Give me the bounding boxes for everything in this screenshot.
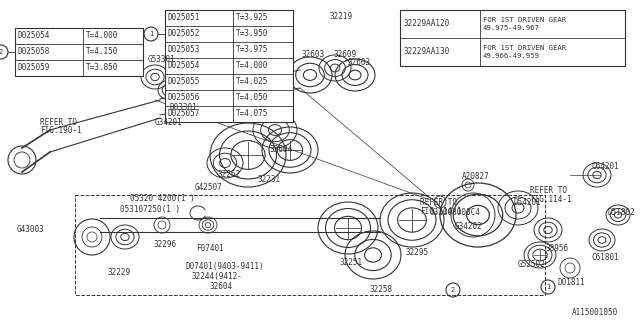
Text: G42507: G42507 [195,183,223,192]
Text: T=4.050: T=4.050 [236,93,268,102]
Text: G34201: G34201 [155,118,183,127]
Text: FIG.114-1: FIG.114-1 [530,195,572,204]
Text: 32231: 32231 [258,175,281,184]
Text: 32604: 32604 [210,282,233,291]
Text: 32229AA120: 32229AA120 [403,20,449,28]
Text: T=3.925: T=3.925 [236,13,268,22]
Text: T=3.850: T=3.850 [86,63,118,73]
Text: FOR 1ST DRIVEN GEAR
49.975-49.967: FOR 1ST DRIVEN GEAR 49.975-49.967 [483,17,566,31]
Text: 32219: 32219 [330,12,353,21]
Bar [400,10,625,66]
Text: D025053: D025053 [168,45,200,54]
Text: 38956: 38956 [545,244,568,253]
Text: D07401(9403-9411): D07401(9403-9411) [185,262,264,271]
Text: FIG.114-1: FIG.114-1 [420,207,461,216]
Text: T=4.150: T=4.150 [86,47,118,57]
Text: D025051: D025051 [168,13,200,22]
Text: D025054: D025054 [18,31,51,41]
Text: 32244(9412-: 32244(9412- [192,272,243,281]
Text: D54201: D54201 [514,198,541,207]
Text: 05320 4200(1 ): 05320 4200(1 ) [130,194,195,203]
Text: T=3.975: T=3.975 [236,45,268,54]
Text: D025058: D025058 [18,47,51,57]
Text: D01811: D01811 [558,278,586,287]
Text: 1: 1 [546,284,550,290]
Text: G52502: G52502 [518,260,546,269]
Text: T=4.000: T=4.000 [86,31,118,41]
Text: T=4.075: T=4.075 [236,109,268,118]
Text: 1: 1 [149,31,153,37]
Text: D025056: D025056 [168,93,200,102]
Text: 32229: 32229 [108,268,131,277]
Text: 32609: 32609 [333,50,356,59]
Bar [165,10,293,122]
Text: REFER TO: REFER TO [420,198,457,207]
Text: D025059: D025059 [18,63,51,73]
Text: REFER TO: REFER TO [40,118,77,127]
Text: 32229AA130: 32229AA130 [403,47,449,57]
Text: T=4.025: T=4.025 [236,77,268,86]
Bar [75,195,545,295]
Text: T=3.950: T=3.950 [236,29,268,38]
Text: FIG.190-1: FIG.190-1 [40,126,82,135]
Text: 32603: 32603 [302,50,325,59]
Text: D03301: D03301 [170,103,198,112]
Text: 053107250(1 ): 053107250(1 ) [120,205,180,214]
Text: FOR 1ST DRIVEN GEAR
49.966-49.959: FOR 1ST DRIVEN GEAR 49.966-49.959 [483,45,566,59]
Text: G53301: G53301 [148,55,176,64]
Text: D025055: D025055 [168,77,200,86]
Text: D51802: D51802 [608,208,636,217]
Text: 32295: 32295 [406,248,429,257]
Text: T=4.000: T=4.000 [236,61,268,70]
Text: F07401: F07401 [196,244,224,253]
Text: D025054: D025054 [168,61,200,70]
Text: D025057: D025057 [168,109,200,118]
Text: G43003: G43003 [17,225,45,234]
Text: 2: 2 [451,287,455,293]
Text: REFER TO: REFER TO [530,186,567,195]
Text: 32604: 32604 [270,145,293,154]
Text: C61801: C61801 [592,253,620,262]
Bar [15,28,143,76]
Text: D025052: D025052 [168,29,200,38]
Text: 2: 2 [0,49,3,55]
Text: 32251: 32251 [340,258,363,267]
Text: 32296: 32296 [153,240,176,249]
Text: 32262: 32262 [218,170,241,179]
Text: A20827: A20827 [462,172,490,181]
Text: 32258: 32258 [370,285,393,294]
Text: A115001050: A115001050 [572,308,618,317]
Text: C64201: C64201 [591,162,619,171]
Text: G34202: G34202 [455,222,483,231]
Text: 032008000C4: 032008000C4 [430,208,481,217]
Text: 32603: 32603 [348,58,371,67]
